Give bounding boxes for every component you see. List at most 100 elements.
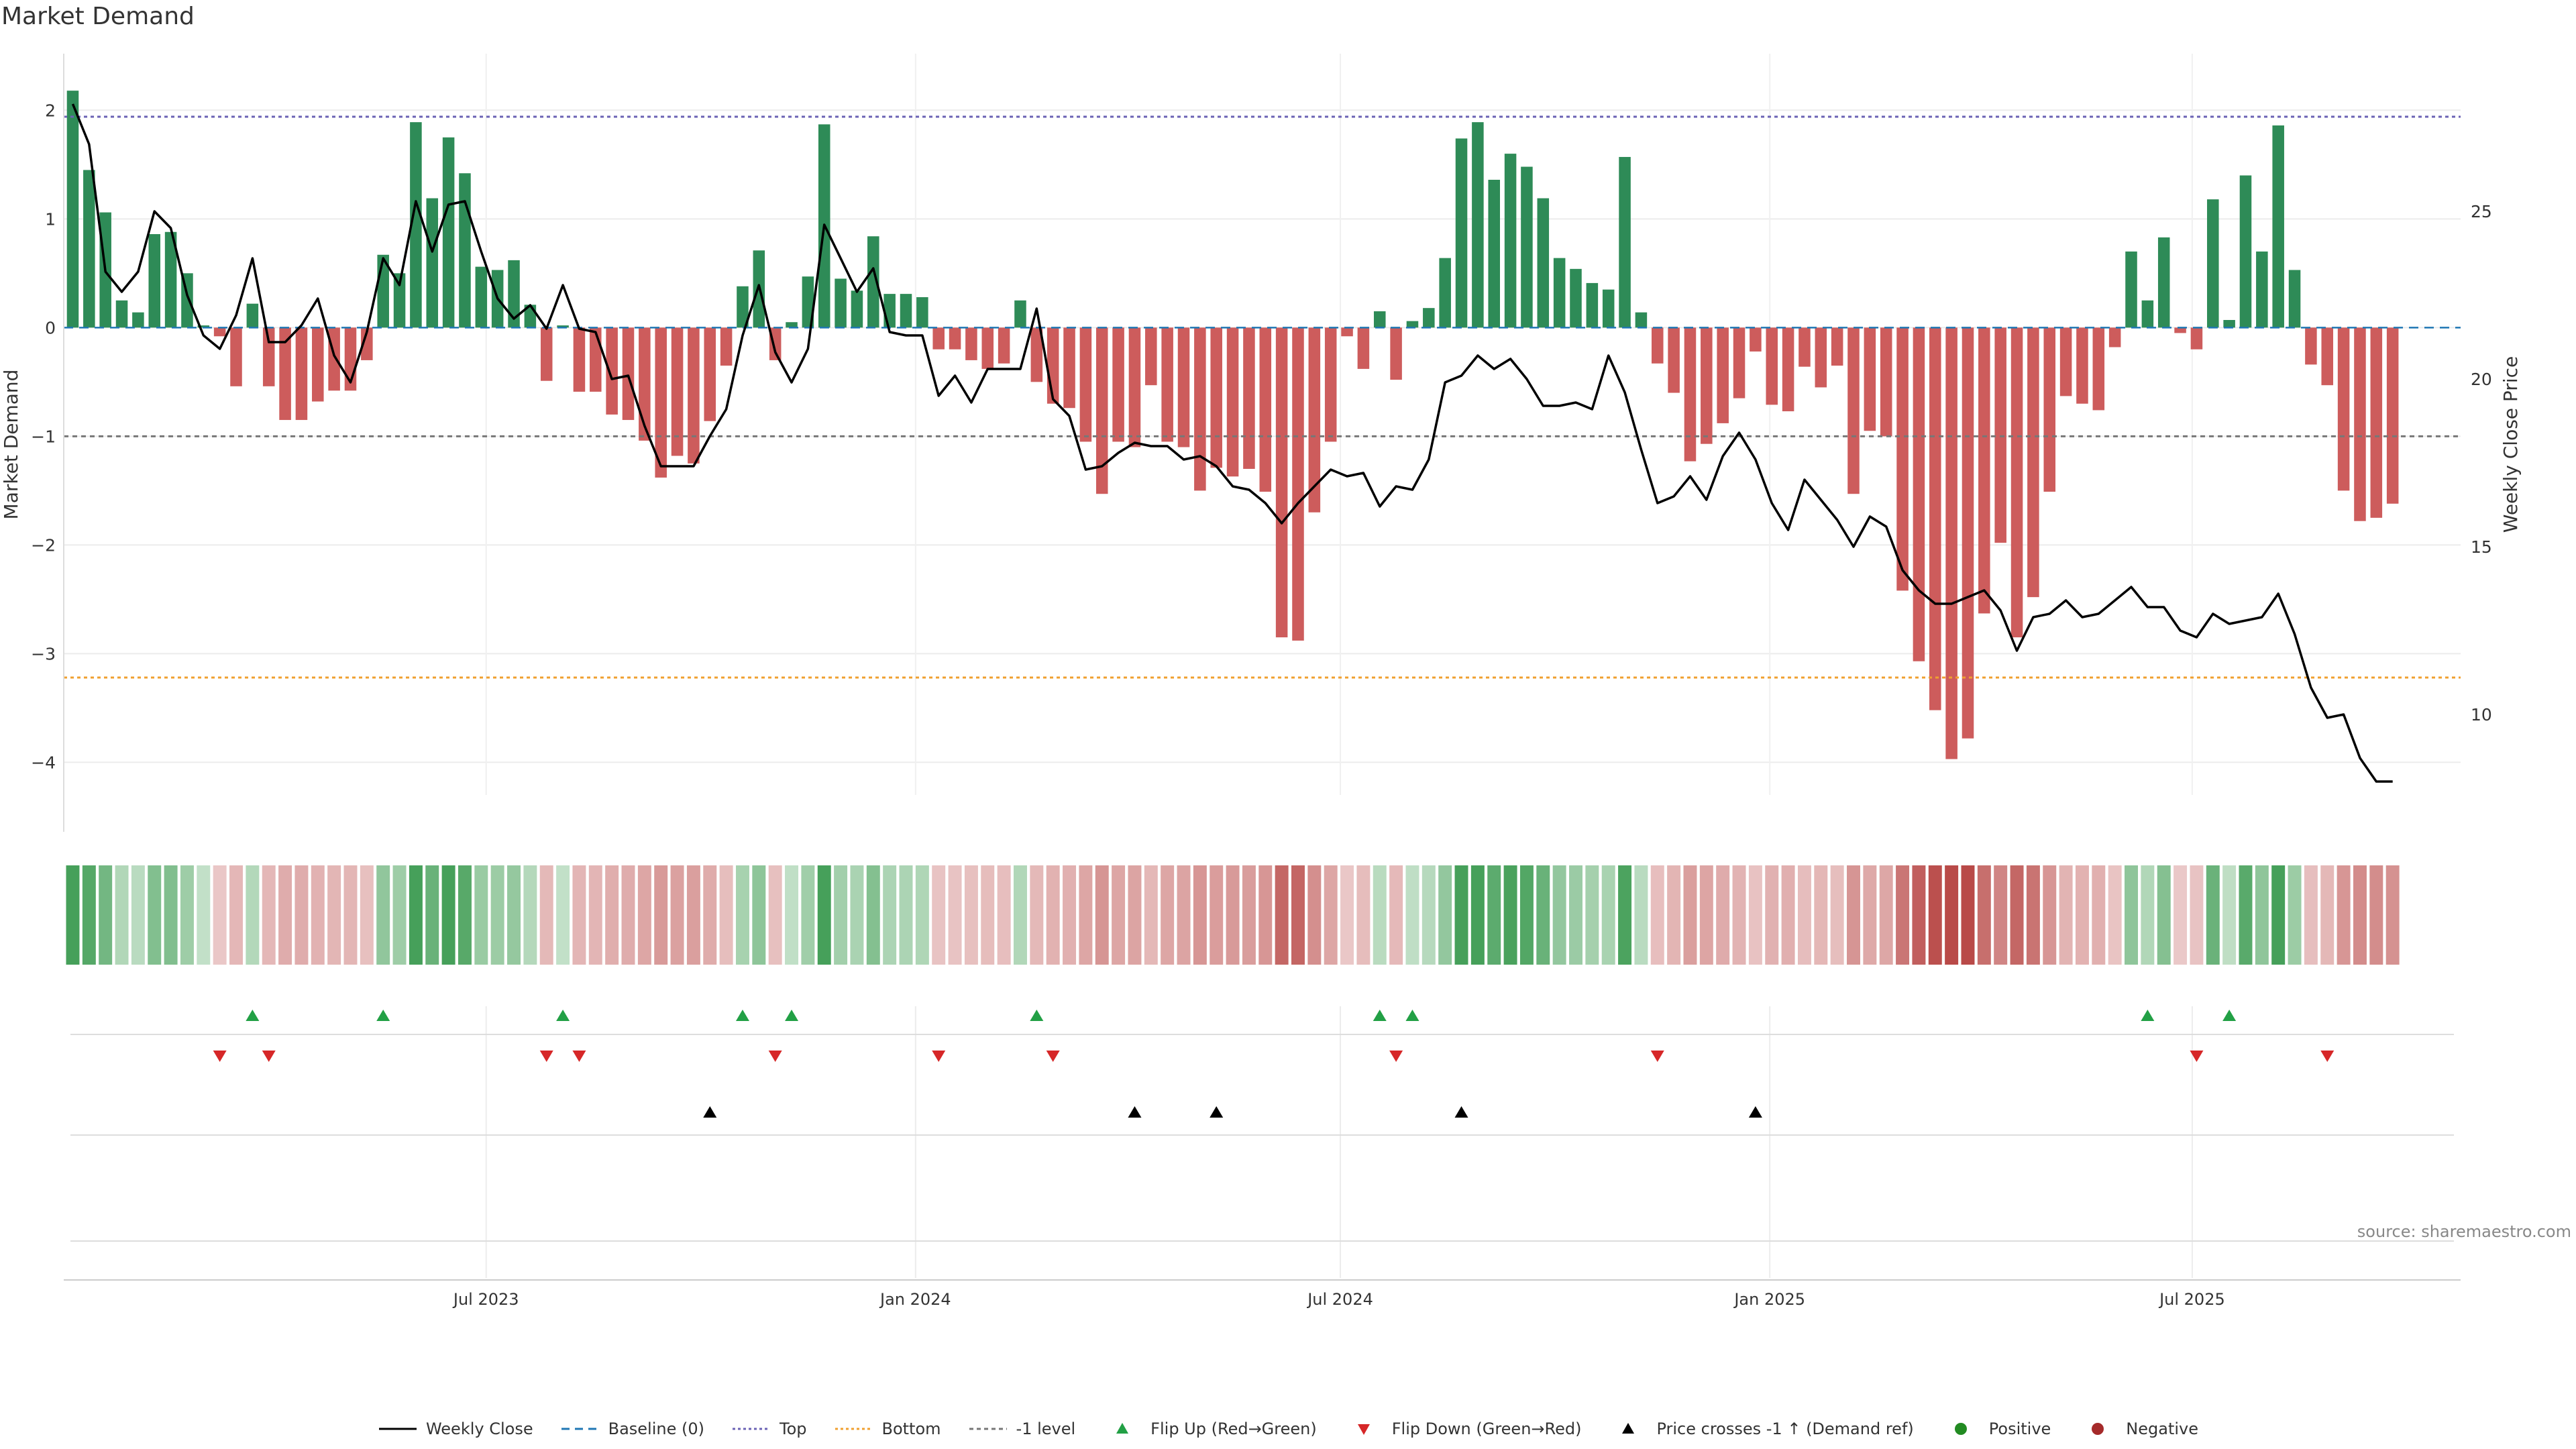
legend-item-minus1: -1 level [968, 1419, 1075, 1439]
heat-cell [1519, 865, 1534, 965]
demand-bar [2027, 327, 2039, 598]
demand-bar [1831, 327, 1843, 366]
flip-down-marker [1046, 1051, 1060, 1062]
heat-cell [932, 865, 946, 965]
demand-bar [1128, 327, 1141, 447]
flip-down-marker [2190, 1051, 2204, 1062]
heat-cell [605, 865, 619, 965]
demand-bar [508, 260, 520, 328]
heat-cell [2288, 865, 2302, 965]
heat-cell [1977, 865, 1991, 965]
heat-cell [1699, 865, 1713, 965]
demand-bar [312, 327, 324, 402]
demand-bar [2272, 125, 2284, 328]
demand-bar [2157, 237, 2170, 328]
demand-bar [1226, 327, 1239, 477]
demand-bar [2386, 327, 2399, 504]
flip-down-marker [932, 1051, 946, 1062]
demand-bar [1112, 327, 1124, 442]
demand-bar [737, 286, 749, 328]
demand-bar [410, 122, 422, 328]
grid-layer [64, 54, 2461, 1278]
demand-bar [639, 327, 651, 441]
demand-bar [1095, 327, 1108, 494]
demand-bar [590, 327, 602, 392]
heat-cell [1781, 865, 1795, 965]
flip-up-marker [785, 1010, 799, 1021]
heat-cell [915, 865, 929, 965]
demand-bar [1357, 327, 1370, 369]
y-tick-label: −1 [31, 427, 56, 446]
demand-bar [932, 327, 945, 350]
heat-cell [1128, 865, 1142, 965]
demand-bar [1913, 327, 1925, 661]
flip-up-marker [1030, 1010, 1044, 1021]
price-cross-swatch [1622, 1423, 1635, 1434]
demand-bar [1390, 327, 1402, 380]
heat-cell [1112, 865, 1126, 965]
demand-bar [802, 276, 814, 328]
heat-cell [2043, 865, 2057, 965]
heat-cell [686, 865, 700, 965]
demand-bar [1046, 327, 1059, 404]
heat-cell [883, 865, 897, 965]
heat-cell [180, 865, 194, 965]
heat-cell [2304, 865, 2318, 965]
demand-bar [1275, 327, 1288, 638]
heat-cell [1732, 865, 1746, 965]
heat-cell [2026, 865, 2040, 965]
legend-item-price-cross: Price crosses -1 ↑ (Demand ref) [1608, 1419, 1914, 1439]
flip-up-marker [376, 1010, 390, 1021]
heat-cell [2206, 865, 2220, 965]
heat-cell [703, 865, 717, 965]
demand-bar [295, 327, 308, 421]
demand-bar [2043, 327, 2056, 492]
heat-cell [1046, 865, 1060, 965]
demand-bar [213, 327, 226, 337]
heat-cell [1226, 865, 1240, 965]
demand-bar [2207, 199, 2219, 328]
heat-cell [637, 865, 651, 965]
demand-bar [573, 327, 586, 392]
heat-cell [588, 865, 602, 965]
demand-bar [2370, 327, 2383, 518]
demand-bar [279, 327, 291, 421]
heat-cell [2092, 865, 2106, 965]
legend-label: Baseline (0) [608, 1419, 704, 1438]
demand-bar [655, 327, 667, 478]
flip-down-marker [1650, 1051, 1664, 1062]
heat-cell [2075, 865, 2089, 965]
heat-cell [1177, 865, 1191, 965]
demand-bar [1537, 198, 1550, 328]
y2-tick-label: 20 [2471, 370, 2492, 389]
heat-cell [2010, 865, 2024, 965]
heat-cell [2255, 865, 2269, 965]
weekly-close-line [71, 103, 2393, 783]
flip-down-marker [768, 1051, 782, 1062]
demand-bar [2190, 327, 2203, 350]
negative-swatch [2092, 1423, 2104, 1435]
reference-lines [64, 115, 2461, 679]
heat-cell [392, 865, 407, 965]
flip-up-marker [2222, 1010, 2237, 1021]
demand-bar [1750, 327, 1762, 352]
legend-item-weekly-close: Weekly Close [378, 1419, 533, 1439]
demand-bar [1994, 327, 2006, 543]
demand-bar [1243, 327, 1255, 469]
heat-cell [735, 865, 749, 965]
heat-cell [964, 865, 978, 965]
demand-bar [1684, 327, 1697, 462]
demand-bar [1373, 311, 1386, 328]
heat-cell [507, 865, 521, 965]
heat-cell [115, 865, 129, 965]
legend-item-top: Top [731, 1419, 807, 1439]
demand-bar [1978, 327, 1990, 614]
demand-bar [2337, 327, 2350, 491]
demand-bar [2223, 319, 2235, 328]
signal-markers [70, 1010, 2454, 1242]
heat-cell [654, 865, 668, 965]
demand-bar [1896, 327, 1909, 591]
source-note: source: sharemaestro.com [2357, 1222, 2571, 1241]
positive-swatch [1954, 1423, 1967, 1435]
